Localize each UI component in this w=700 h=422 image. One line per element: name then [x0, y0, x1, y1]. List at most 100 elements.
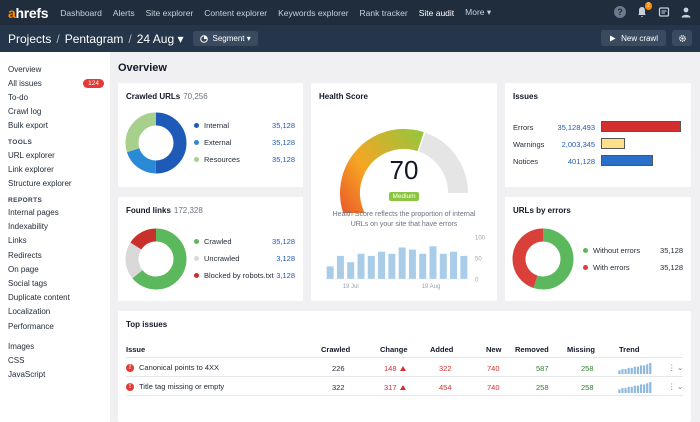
health-history-bar[interactable]: [326, 266, 334, 279]
sidebar-item-todo[interactable]: To-do: [8, 92, 29, 102]
nav-alerts[interactable]: Alerts: [112, 7, 135, 18]
legend-crawled-value[interactable]: 35,128: [272, 237, 295, 246]
ahrefs-logo[interactable]: ahrefs: [8, 4, 49, 21]
sidebar-item-all-issues[interactable]: All issues 124: [0, 76, 110, 90]
sparkline-bar: [618, 389, 621, 393]
sidebar-item-social-tags[interactable]: Social tags: [8, 279, 48, 289]
nav-more[interactable]: More ▾: [465, 7, 492, 17]
issue-warnings-value[interactable]: 2,003,345: [561, 140, 595, 149]
health-history-bar[interactable]: [419, 253, 427, 279]
legend-uncrawled-value[interactable]: 3,128: [276, 254, 295, 263]
health-history-bar[interactable]: [408, 249, 416, 279]
help-icon[interactable]: ?: [614, 6, 626, 18]
table-row-divider: [126, 376, 683, 377]
trend-sparkline: [618, 363, 652, 374]
crumb-separator: /: [128, 31, 132, 46]
crumb-project[interactable]: Pentagram: [64, 31, 124, 46]
col-new[interactable]: New: [486, 345, 502, 354]
issue-notices-value[interactable]: 401,128: [567, 157, 595, 166]
sidebar-item-links[interactable]: Links: [8, 236, 27, 246]
nav-content-explorer[interactable]: Content explorer: [204, 7, 268, 18]
legend-external-value[interactable]: 35,128: [272, 138, 295, 147]
nav-site-explorer[interactable]: Site explorer: [145, 7, 194, 18]
row-menu-icon[interactable]: ⋮: [668, 382, 676, 391]
donut-segment[interactable]: [125, 228, 187, 290]
sidebar-reports-header: REPORTS: [8, 196, 43, 204]
health-history-bar[interactable]: [460, 255, 468, 279]
nav-rank-tracker[interactable]: Rank tracker: [359, 7, 408, 18]
gear-icon: [678, 34, 686, 42]
notifications-button[interactable]: 2: [636, 2, 652, 18]
sparkline-bar: [630, 386, 633, 393]
health-score-title: Health Score: [319, 92, 368, 101]
sidebar-item-localization[interactable]: Localization: [8, 307, 51, 317]
nav-keywords-explorer[interactable]: Keywords explorer: [278, 7, 349, 18]
sidebar-item-structure-explorer[interactable]: Structure explorer: [8, 178, 72, 188]
x-tick-label: 19 Aug: [422, 284, 441, 290]
health-history-bar[interactable]: [439, 253, 447, 279]
nav-site-audit[interactable]: Site audit: [418, 7, 455, 18]
col-missing[interactable]: Missing: [567, 345, 595, 354]
sidebar-item-crawl-log[interactable]: Crawl log: [8, 107, 42, 117]
sidebar-item-javascript[interactable]: JavaScript: [8, 370, 46, 380]
urls-by-errors-card: URLs by errors Without errors 35,128 Wit…: [505, 197, 691, 301]
issue-errors-value[interactable]: 35,128,493: [557, 123, 595, 132]
gauge-filled-arc: [340, 129, 424, 213]
found-links-donut: [125, 228, 187, 290]
y-tick-label: 50: [475, 257, 482, 263]
legend-resources-value[interactable]: 35,128: [272, 155, 295, 164]
sidebar-item-bulk-export[interactable]: Bulk export: [8, 121, 49, 131]
health-history-bar[interactable]: [367, 255, 375, 279]
user-icon[interactable]: [680, 6, 692, 18]
health-score-card: Health Score 70 Medium Health Score refl…: [311, 83, 497, 301]
health-history-bar[interactable]: [347, 262, 355, 279]
segment-dropdown[interactable]: Segment ▾: [193, 31, 258, 46]
message-icon[interactable]: [658, 6, 670, 18]
col-removed[interactable]: Removed: [515, 345, 549, 354]
row-expand-icon[interactable]: ⌄: [677, 382, 684, 391]
health-score-badge: Medium: [389, 192, 419, 201]
new-crawl-button[interactable]: New crawl: [601, 30, 666, 46]
sidebar-item-link-explorer[interactable]: Link explorer: [8, 164, 54, 174]
row-expand-icon[interactable]: ⌄: [677, 363, 684, 372]
health-history-bar[interactable]: [357, 253, 365, 279]
crumb-projects[interactable]: Projects: [8, 31, 52, 46]
sidebar-item-redirects[interactable]: Redirects: [8, 250, 42, 260]
sidebar-item-url-explorer[interactable]: URL explorer: [8, 150, 55, 160]
legend-without-errors-value[interactable]: 35,128: [660, 246, 683, 255]
sidebar-item-overview[interactable]: Overview: [8, 64, 42, 74]
top-nav: ahrefs Dashboard Alerts Site explorer Co…: [0, 0, 700, 25]
trend-up-icon: [399, 385, 406, 390]
sidebar-item-performance[interactable]: Performance: [8, 321, 54, 331]
donut-segment[interactable]: [125, 112, 187, 174]
donut-segment[interactable]: [125, 228, 187, 290]
health-history-bar[interactable]: [378, 251, 386, 279]
table-row[interactable]: ! Title tag missing or empty: [126, 382, 224, 392]
col-crawled[interactable]: Crawled: [321, 345, 351, 354]
col-added[interactable]: Added: [430, 345, 454, 354]
sidebar-item-on-page[interactable]: On page: [8, 264, 39, 274]
health-history-bar[interactable]: [398, 247, 406, 280]
health-history-bar[interactable]: [450, 251, 458, 279]
crumb-date[interactable]: 24 Aug ▾: [136, 31, 184, 46]
legend-blocked-value[interactable]: 3,128: [276, 271, 295, 280]
sidebar-item-css[interactable]: CSS: [8, 355, 25, 365]
health-score-value: 70: [389, 155, 419, 185]
legend-with-errors-value[interactable]: 35,128: [660, 263, 683, 272]
sidebar-item-duplicate-content[interactable]: Duplicate content: [8, 293, 70, 303]
legend-internal-value[interactable]: 35,128: [272, 121, 295, 130]
sidebar-item-internal-pages[interactable]: Internal pages: [8, 208, 59, 218]
settings-button[interactable]: [672, 30, 692, 46]
health-history-bar[interactable]: [429, 246, 437, 279]
donut-segment[interactable]: [512, 228, 574, 290]
col-change[interactable]: Change: [380, 345, 408, 354]
sidebar-item-images[interactable]: Images: [8, 341, 35, 351]
sparkline-bar: [646, 364, 649, 374]
health-history-bar[interactable]: [388, 253, 396, 279]
nav-dashboard[interactable]: Dashboard: [60, 7, 102, 18]
table-row[interactable]: ! Canonical points to 4XX: [126, 363, 219, 373]
health-history-bar[interactable]: [336, 255, 344, 279]
crumb-separator: /: [56, 31, 60, 46]
row-menu-icon[interactable]: ⋮: [668, 363, 676, 372]
sidebar-item-indexability[interactable]: Indexability: [8, 222, 49, 232]
